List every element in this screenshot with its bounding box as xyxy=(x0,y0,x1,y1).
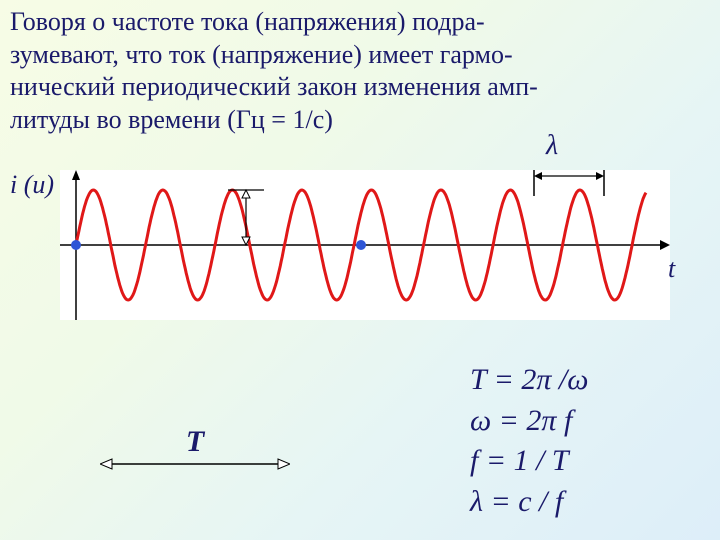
x-axis-label: t xyxy=(668,254,675,284)
period-indicator: T xyxy=(100,425,290,473)
intro-paragraph: Говоря о частоте тока (напряжения) подра… xyxy=(10,6,710,136)
wave-panel xyxy=(60,170,670,320)
formula-block: T = 2π /ω ω = 2π f f = 1 / T λ = c / f xyxy=(470,360,588,522)
formula-lambda: λ = c / f xyxy=(470,482,588,523)
para-line-1: Говоря о частоте тока (напряжения) подра… xyxy=(10,7,485,36)
formula-f: f = 1 / T xyxy=(470,441,588,482)
y-axis-label: i (u) xyxy=(10,170,54,200)
para-line-4: литуды во времени (Гц = 1/с) xyxy=(10,105,333,134)
period-T-label: T xyxy=(100,425,290,459)
para-line-2: зумевают, что ток (напряжение) имеет гар… xyxy=(10,40,513,69)
para-line-3: нический периодический закон изменения а… xyxy=(10,72,538,101)
formula-omega: ω = 2π f xyxy=(470,401,588,442)
formula-T: T = 2π /ω xyxy=(470,360,588,401)
lambda-label: λ xyxy=(546,130,558,162)
wave-svg xyxy=(60,170,670,320)
